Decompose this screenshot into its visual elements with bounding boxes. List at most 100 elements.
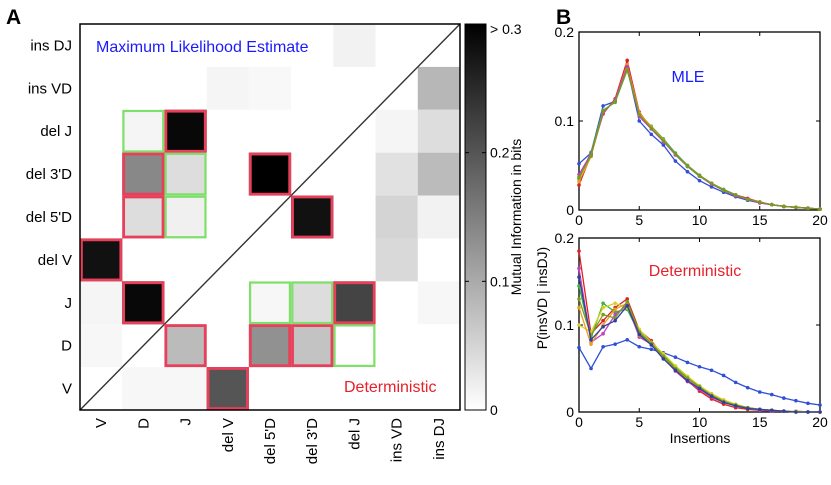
det-plot-point xyxy=(601,344,605,349)
det-plot-x-tick-label: 10 xyxy=(692,414,708,430)
heatmap-title-mle: Maximum Likelihood Estimate xyxy=(96,39,309,56)
det-plot-point xyxy=(577,345,581,350)
green-highlight-box xyxy=(333,324,376,368)
det-plot-point xyxy=(806,401,810,406)
det-plot-point xyxy=(685,360,690,365)
det-plot-x-tick-label: 20 xyxy=(812,414,828,430)
det-plot-point xyxy=(806,410,810,414)
det-plot-point xyxy=(613,312,617,317)
mle-plot-x-tick-label: 20 xyxy=(812,212,828,228)
heatmap-frame xyxy=(79,23,461,411)
mle-plot-point xyxy=(577,161,581,166)
heatmap-cell xyxy=(206,66,249,110)
mle-plot-point xyxy=(601,109,605,114)
det-plot-point xyxy=(589,342,593,346)
red-highlight-box xyxy=(164,109,207,153)
det-plot-point xyxy=(709,368,714,373)
mle-plot-point xyxy=(613,99,617,104)
det-plot-point xyxy=(794,398,798,403)
heatmap-row-label: J xyxy=(65,295,73,312)
det-plot-point xyxy=(649,343,654,347)
heatmap-col-label: D xyxy=(135,418,152,429)
heatmap-highlight-boxes xyxy=(80,109,376,410)
heatmap-cells xyxy=(80,24,460,410)
det-plot-point xyxy=(589,337,593,342)
red-highlight-box xyxy=(80,238,123,282)
green-highlight-box xyxy=(291,281,334,325)
colorbar-tick-label: 0.1 xyxy=(490,273,510,289)
det-plot-point xyxy=(818,403,822,407)
mle-plot-point xyxy=(577,179,581,184)
line-plot-deterministic-title: Deterministic xyxy=(649,263,741,280)
det-plot-point xyxy=(673,355,678,359)
green-highlight-box xyxy=(164,195,207,239)
heatmap-row-label: V xyxy=(62,381,72,398)
mle-plot-point xyxy=(637,112,642,117)
red-highlight-box xyxy=(164,324,207,368)
heatmap-cell xyxy=(80,281,123,325)
det-plot-point xyxy=(577,323,581,327)
det-plot-y-tick-label: 0.2 xyxy=(555,230,575,246)
heatmap-cell xyxy=(375,238,418,282)
mle-plot-point xyxy=(661,138,666,143)
mle-plot-point xyxy=(685,164,690,169)
det-plot-point xyxy=(601,331,605,336)
y-axis-label: P(insVD | insDJ) xyxy=(534,247,550,349)
mle-plot-point xyxy=(782,204,786,209)
mle-plot-point xyxy=(733,193,738,197)
det-plot-x-tick-label: 15 xyxy=(752,414,768,430)
det-plot-x-tick-label: 5 xyxy=(635,414,643,430)
det-plot-point xyxy=(577,275,581,279)
det-plot-point xyxy=(613,342,617,346)
det-plot-point xyxy=(818,410,822,414)
det-plot-point xyxy=(601,318,605,323)
heatmap-cell xyxy=(417,281,460,325)
det-plot-point xyxy=(637,344,642,349)
mle-plot-point xyxy=(757,200,762,204)
det-plot-point xyxy=(757,407,762,412)
det-plot-point xyxy=(613,307,617,312)
red-highlight-box xyxy=(248,152,292,196)
green-highlight-box xyxy=(164,152,207,196)
det-plot-point xyxy=(613,318,617,323)
heatmap-row-label: del V xyxy=(38,252,72,269)
heatmap-cell xyxy=(417,152,460,196)
mle-plot-point xyxy=(818,207,822,211)
mle-plot-frame xyxy=(578,31,821,211)
det-plot-y-tick-label: 0 xyxy=(566,404,574,420)
mle-plot-point xyxy=(806,206,810,211)
heatmap-cell xyxy=(206,367,249,410)
det-plot-point xyxy=(601,305,605,310)
heatmap-col-label: del V xyxy=(220,418,237,452)
det-plot-point xyxy=(770,392,774,397)
det-plot-point xyxy=(649,347,654,352)
heatmap-row-label: ins VD xyxy=(28,80,72,97)
mle-plot-point xyxy=(770,202,774,207)
mle-plot-point xyxy=(649,126,654,130)
heatmap-cell xyxy=(122,367,165,410)
mle-plot-x-tick-label: 10 xyxy=(692,212,708,228)
det-plot-point xyxy=(661,357,666,361)
det-plot-point xyxy=(794,410,798,414)
mle-plot-x-tick-label: 0 xyxy=(575,212,583,228)
heatmap-cell xyxy=(164,152,207,196)
heatmap-cell xyxy=(164,195,207,239)
mle-plot-point xyxy=(673,159,678,163)
mle-plot-point xyxy=(649,132,654,137)
heatmap-cell xyxy=(248,281,292,325)
mle-plot-point xyxy=(697,174,702,178)
mle-plot-x-tick-label: 15 xyxy=(752,212,768,228)
mle-plot-series-green xyxy=(578,68,821,210)
heatmap-row-label: del 3'D xyxy=(26,166,72,183)
colorbar-label: Mutual Information in bits xyxy=(508,139,524,295)
red-highlight-box xyxy=(333,281,376,325)
mle-plot-series-magenta xyxy=(578,64,821,210)
heatmap-cell xyxy=(291,195,334,239)
det-plot-point xyxy=(782,396,786,400)
colorbar-tick-label: > 0.3 xyxy=(490,21,522,37)
det-plot-point xyxy=(613,301,617,306)
heatmap-cell xyxy=(248,66,292,110)
colorbar-tick-label: 0.2 xyxy=(490,145,510,161)
red-highlight-box xyxy=(248,324,292,368)
